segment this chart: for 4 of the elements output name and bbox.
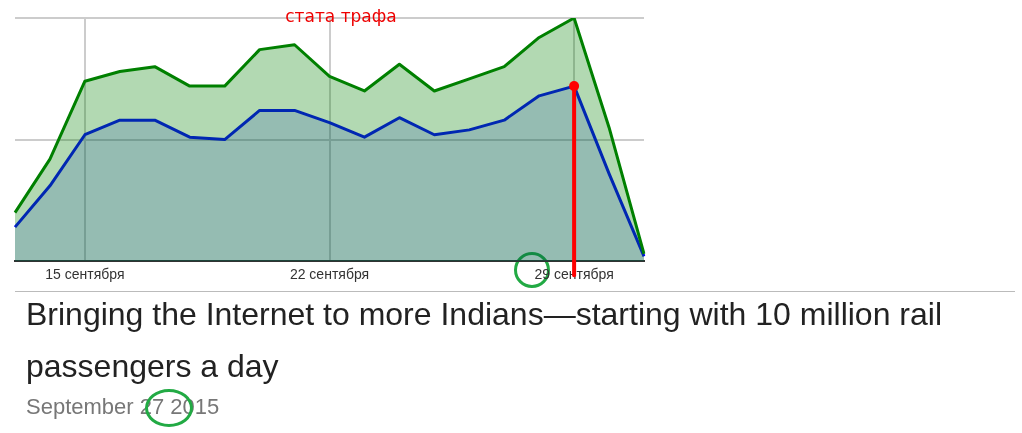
x-tick-label: 22 сентября	[289, 266, 370, 283]
text: Bringing the Internet to more Indians—starting with 10 million rail passengers a day	[26, 295, 943, 386]
x-tick-label: 15 сентября	[45, 266, 125, 283]
chart-title: стата трафа	[284, 6, 398, 26]
